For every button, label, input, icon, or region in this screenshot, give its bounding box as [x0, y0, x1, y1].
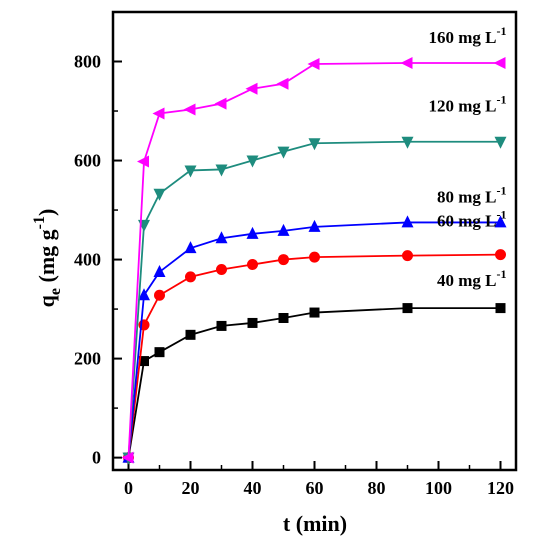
- data-point: [139, 356, 149, 367]
- series-4: [122, 136, 507, 465]
- data-point: [184, 165, 197, 178]
- data-point: [185, 329, 196, 340]
- data-point: [137, 155, 149, 168]
- y-tick-label: 800: [74, 52, 101, 72]
- data-point: [401, 215, 414, 228]
- data-point: [247, 259, 258, 271]
- data-point: [277, 146, 290, 159]
- data-point: [185, 271, 196, 283]
- data-point: [152, 107, 165, 120]
- data-point: [494, 136, 507, 149]
- y-axis-title-sub: e: [47, 288, 64, 295]
- data-point: [183, 103, 196, 116]
- x-tick-label: 120: [487, 478, 514, 498]
- data-point: [215, 164, 228, 177]
- series-label-text: 120 mg L: [429, 97, 497, 116]
- series-line: [127, 62, 501, 458]
- data-point: [245, 82, 258, 95]
- series-line: [127, 221, 501, 458]
- data-point: [154, 347, 165, 358]
- data-point: [184, 241, 197, 254]
- series-line: [127, 140, 501, 458]
- series-label-1: 40 mg L-1: [437, 267, 507, 290]
- data-point: [246, 155, 259, 168]
- series-label-text: 160 mg L: [429, 28, 497, 47]
- series-label-text: 80 mg L: [437, 187, 497, 206]
- series-label-sup: -1: [497, 208, 507, 222]
- y-axis-title-sup: -1: [31, 216, 48, 229]
- data-point: [495, 303, 506, 314]
- x-axis-title: t (min): [283, 511, 347, 536]
- series-1: [123, 303, 506, 463]
- series-label-4: 120 mg L-1: [429, 93, 507, 116]
- data-point: [154, 289, 165, 301]
- x-tick-label: 20: [182, 478, 200, 498]
- data-point: [495, 249, 506, 261]
- svg-text:qe (mg g-1): qe (mg g-1): [31, 209, 64, 308]
- data-point: [247, 317, 258, 328]
- data-point: [215, 231, 228, 244]
- data-point: [216, 263, 227, 275]
- data-point: [402, 303, 413, 314]
- y-axis-title: qe (mg g-1): [31, 209, 64, 308]
- data-point: [246, 226, 259, 239]
- data-point: [400, 56, 413, 69]
- series-2: [123, 249, 506, 464]
- x-tick-label: 80: [368, 478, 386, 498]
- y-tick-label: 400: [74, 250, 101, 270]
- y-tick-label: 0: [92, 448, 101, 468]
- axes: 0 20 40 60 80 100 120 0 200 400 600 800: [74, 10, 518, 498]
- data-point: [308, 138, 321, 151]
- data-point: [402, 250, 413, 262]
- series-5: [121, 56, 506, 464]
- data-point: [278, 254, 289, 266]
- data-point: [277, 223, 290, 236]
- data-point: [309, 251, 320, 263]
- data-point: [121, 451, 134, 464]
- data-point: [307, 57, 320, 70]
- series-label-sup: -1: [497, 183, 507, 197]
- data-point: [153, 264, 166, 277]
- y-axis-title-rest: (mg g: [34, 229, 59, 288]
- data-point: [494, 215, 507, 228]
- series-label-3: 80 mg L-1: [437, 183, 507, 206]
- data-point: [308, 219, 321, 232]
- x-tick-label: 40: [244, 478, 262, 498]
- y-tick-label: 200: [74, 349, 101, 369]
- series-label-text: 60 mg L: [437, 212, 497, 231]
- series-label-text: 40 mg L: [437, 271, 497, 290]
- series-line: [127, 307, 501, 458]
- series-label-sup: -1: [497, 24, 507, 38]
- x-tick-label: 0: [124, 478, 133, 498]
- data-point: [401, 136, 414, 149]
- series-line: [127, 253, 501, 458]
- x-tick-label: 100: [425, 478, 452, 498]
- data-point: [309, 307, 320, 318]
- series-label-sup: -1: [497, 93, 507, 107]
- series-label-5: 160 mg L-1: [429, 24, 507, 47]
- y-axis-title-main: q: [34, 294, 59, 307]
- series-label-2: 60 mg L-1: [437, 208, 507, 231]
- data-point: [493, 56, 506, 69]
- data-point: [153, 188, 166, 201]
- x-tick-label: 60: [306, 478, 324, 498]
- data-point: [278, 312, 289, 323]
- y-axis-title-close: ): [34, 209, 59, 216]
- y-tick-label: 600: [74, 151, 101, 171]
- data-point: [216, 320, 227, 331]
- data-point: [276, 77, 289, 90]
- plot-frame: [111, 10, 518, 472]
- series-layer: [121, 56, 507, 465]
- data-point: [138, 288, 150, 301]
- data-point: [214, 97, 227, 110]
- series-label-sup: -1: [497, 267, 507, 281]
